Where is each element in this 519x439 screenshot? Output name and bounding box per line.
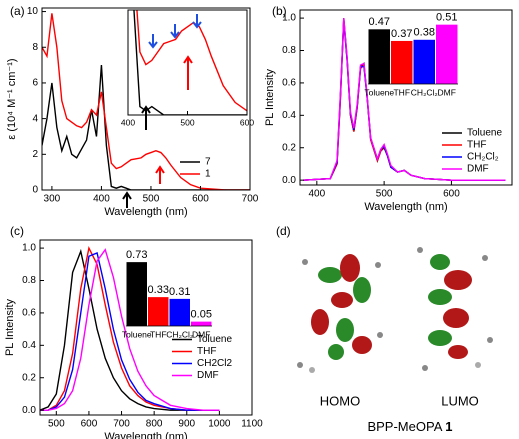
value-label: 0.37 (391, 28, 412, 40)
x-tick-label: 600 (192, 194, 209, 205)
caption: BPP-MeOPA 1 (367, 419, 452, 434)
x-axis-label: Wavelength (nm) (104, 206, 187, 218)
y-tick-label: 0.2 (22, 372, 36, 383)
y-tick-label: 0.0 (22, 405, 36, 416)
homo-label: HOMO (320, 393, 360, 408)
y-tick-label: 10 (27, 6, 39, 17)
y-tick-label: 0.0 (282, 175, 296, 186)
legend-label: DMF (467, 164, 489, 175)
value-label: 0.31 (169, 286, 190, 298)
legend-label: Toluene (467, 128, 502, 139)
y-tick-label: 0.4 (282, 110, 296, 121)
x-tick-label: 600 (443, 189, 460, 200)
panel-label: (d) (276, 224, 291, 238)
category-label: THF (150, 329, 167, 339)
molecule-name: BPP-MeOPA (367, 419, 442, 434)
value-label: 0.73 (126, 249, 147, 261)
y-tick-label: 0.8 (22, 275, 36, 286)
x-tick-label: 600 (81, 419, 98, 430)
x-tick-label: 400 (308, 189, 325, 200)
x-axis-label: Wavelength (nm) (364, 201, 447, 213)
y-tick-label: 8 (32, 42, 38, 53)
bar (127, 262, 148, 326)
x-tick-label: 700 (113, 419, 130, 430)
y-tick-label: 2 (32, 149, 38, 160)
legend-label: 1 (205, 169, 211, 180)
category-label: Toluene (364, 87, 394, 97)
y-tick-label: 0.2 (282, 142, 296, 153)
category-label: DMF (438, 87, 456, 97)
x-tick-label: 700 (242, 194, 259, 205)
y-tick-label: 0.8 (282, 45, 296, 56)
category-label: CH₂Cl₂ (411, 87, 438, 97)
value-label: 0.51 (436, 12, 457, 24)
y-tick-label: 0.6 (282, 78, 296, 89)
value-label: 0.33 (148, 284, 169, 296)
lumo-label: LUMO (441, 393, 479, 408)
legend-label: CH2Cl2 (197, 358, 232, 369)
bar (414, 40, 436, 84)
y-tick-label: 0.4 (22, 340, 36, 351)
x-tick-label: 400 (93, 194, 110, 205)
figure: 300 400 500 600 700 0 2 4 6 8 10 Wavelength (nm) ε (… (0, 0, 519, 439)
x-tick-label: 500 (180, 117, 194, 127)
x-tick-label: 500 (48, 419, 65, 430)
bar (436, 25, 458, 84)
x-tick-label: 1000 (208, 419, 231, 430)
lumo-image (417, 247, 493, 371)
y-tick-label: 1.0 (22, 243, 36, 254)
category-label: DMF (192, 329, 210, 339)
y-axis-label: ε (10⁴ M⁻¹ cm⁻¹) (6, 58, 18, 139)
y-axis-label: PL Intensity (4, 298, 16, 356)
homo-image (297, 254, 383, 373)
bar (191, 322, 212, 326)
bar (170, 299, 191, 326)
legend-label: THF (467, 140, 486, 151)
panel-label: (b) (272, 4, 287, 18)
value-label: 0.38 (414, 27, 435, 39)
category-label: THF (393, 87, 410, 97)
x-tick-label: 600 (240, 117, 254, 127)
category-label: CH₂Cl₂ (166, 329, 193, 339)
x-tick-label: 400 (121, 117, 135, 127)
x-tick-label: 800 (146, 419, 163, 430)
y-tick-label: 4 (32, 113, 38, 124)
y-tick-label: 6 (32, 78, 38, 89)
panel-label: (c) (10, 224, 24, 238)
y-tick-label: 0.6 (22, 308, 36, 319)
x-axis-label: Wavelength (nm) (104, 431, 187, 439)
arrow (142, 107, 150, 130)
bar (148, 297, 169, 326)
legend-label: CH₂Cl₂ (467, 152, 499, 163)
bar (369, 29, 391, 84)
y-tick-label: 0 (32, 185, 38, 196)
x-tick-label: 300 (44, 194, 61, 205)
value-label: 0.05 (191, 309, 212, 321)
legend-label: DMF (197, 370, 219, 381)
legend-label: THF (197, 346, 216, 357)
y-axis-label: PL Intensity (264, 68, 276, 126)
x-tick-label: 900 (178, 419, 195, 430)
x-tick-label: 500 (143, 194, 160, 205)
category-label: Toluene (122, 329, 152, 339)
bar (391, 41, 413, 84)
value-label: 0.47 (369, 16, 390, 28)
plots: 300 400 500 600 700 0 2 4 6 8 10 Wavelength (nm) ε (… (4, 0, 512, 439)
orbital-images (297, 247, 493, 373)
compound-number: 1 (445, 419, 452, 434)
x-tick-label: 1100 (241, 419, 263, 430)
legend-label: 7 (205, 157, 211, 168)
arrow (156, 167, 164, 184)
panel-label: (a) (10, 4, 25, 18)
x-tick-label: 500 (376, 189, 393, 200)
